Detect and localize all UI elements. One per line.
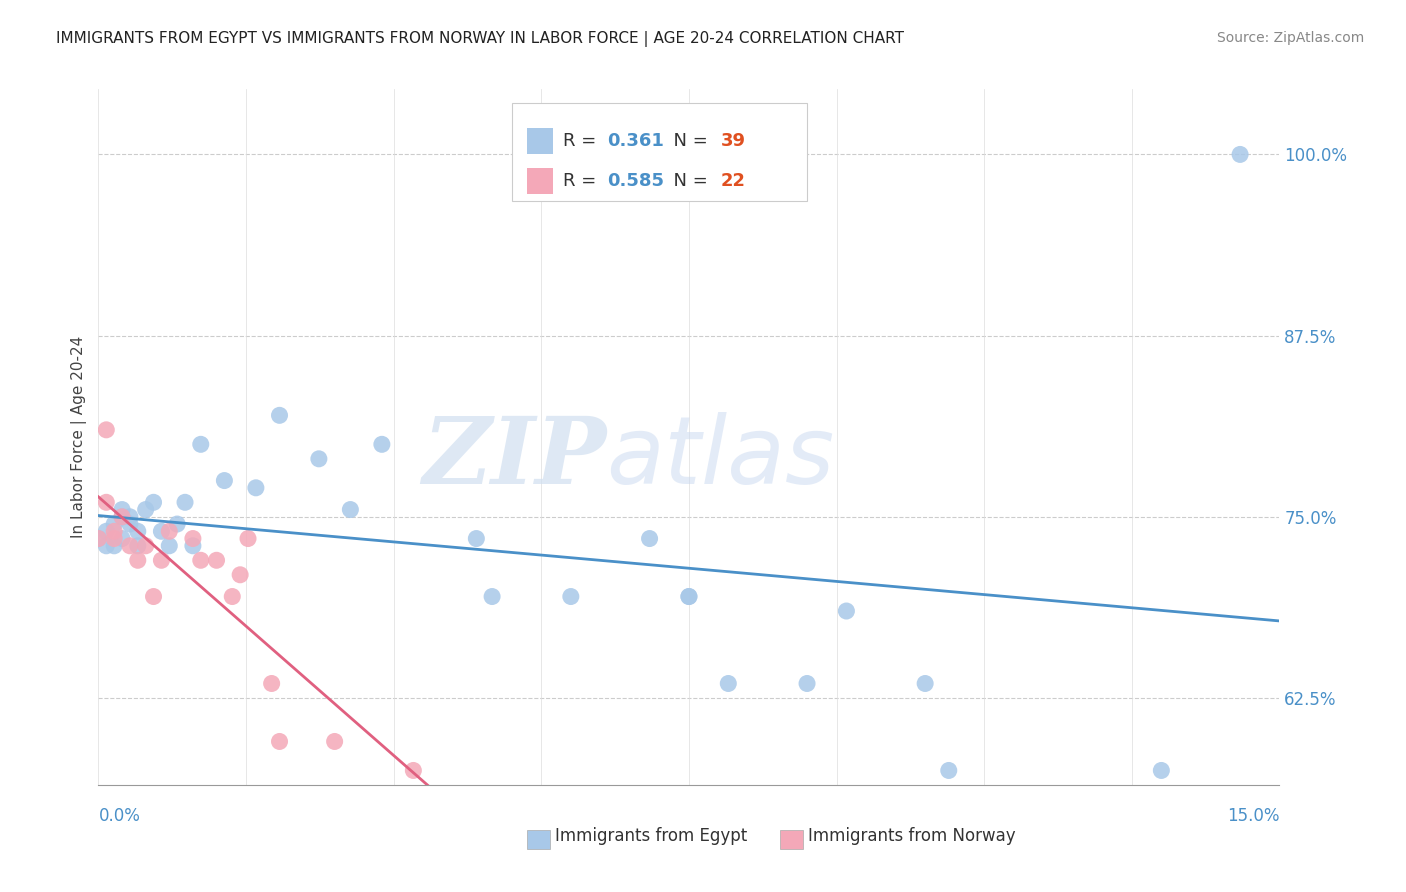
Point: [174, 495, 197, 509]
Point: [111, 532, 134, 546]
Point: [157, 524, 180, 539]
Point: [1229, 147, 1251, 161]
Text: 0.0%: 0.0%: [98, 807, 141, 825]
Point: [221, 590, 243, 604]
Point: [96, 423, 118, 437]
Point: [150, 524, 173, 539]
Point: [245, 481, 267, 495]
Point: [339, 502, 361, 516]
Text: 0.585: 0.585: [607, 172, 665, 190]
Point: [796, 676, 818, 690]
Point: [87, 532, 110, 546]
Point: [260, 676, 283, 690]
Text: atlas: atlas: [606, 412, 835, 503]
Point: [402, 764, 425, 778]
FancyBboxPatch shape: [512, 103, 807, 201]
Point: [371, 437, 394, 451]
Point: [157, 539, 180, 553]
Point: [87, 532, 110, 546]
Text: ZIP: ZIP: [422, 413, 606, 503]
Point: [229, 567, 252, 582]
Point: [835, 604, 858, 618]
Point: [214, 474, 236, 488]
Text: R =: R =: [562, 132, 602, 150]
Point: [190, 437, 212, 451]
Point: [269, 734, 291, 748]
Point: [190, 553, 212, 567]
Point: [103, 524, 125, 539]
Point: [914, 676, 936, 690]
Point: [678, 590, 700, 604]
Point: [118, 539, 141, 553]
Point: [111, 509, 134, 524]
Point: [323, 734, 346, 748]
Point: [96, 524, 118, 539]
Point: [938, 764, 960, 778]
Point: [465, 532, 488, 546]
Y-axis label: In Labor Force | Age 20-24: In Labor Force | Age 20-24: [72, 336, 87, 538]
Point: [142, 495, 165, 509]
Point: [1150, 764, 1173, 778]
Point: [118, 509, 141, 524]
Point: [127, 539, 149, 553]
Bar: [780, 830, 803, 849]
Point: [308, 451, 330, 466]
Point: [142, 590, 165, 604]
Text: N =: N =: [662, 132, 713, 150]
Point: [127, 524, 149, 539]
Point: [103, 539, 125, 553]
Point: [236, 532, 259, 546]
Text: N =: N =: [662, 172, 713, 190]
FancyBboxPatch shape: [527, 128, 553, 154]
Text: 15.0%: 15.0%: [1227, 807, 1279, 825]
Point: [111, 509, 134, 524]
Point: [481, 590, 503, 604]
Point: [135, 539, 157, 553]
Text: 0.361: 0.361: [607, 132, 664, 150]
Point: [638, 532, 661, 546]
Point: [678, 590, 700, 604]
Text: 39: 39: [721, 132, 745, 150]
Text: Immigrants from Egypt: Immigrants from Egypt: [555, 827, 748, 845]
Text: R =: R =: [562, 172, 602, 190]
Text: 22: 22: [721, 172, 745, 190]
FancyBboxPatch shape: [527, 168, 553, 194]
Point: [111, 502, 134, 516]
Point: [205, 553, 228, 567]
Point: [103, 532, 125, 546]
Point: [269, 409, 291, 423]
Bar: [527, 830, 550, 849]
Point: [181, 539, 204, 553]
Point: [127, 553, 149, 567]
Point: [96, 495, 118, 509]
Text: IMMIGRANTS FROM EGYPT VS IMMIGRANTS FROM NORWAY IN LABOR FORCE | AGE 20-24 CORRE: IMMIGRANTS FROM EGYPT VS IMMIGRANTS FROM…: [56, 31, 904, 47]
Point: [135, 502, 157, 516]
Point: [717, 676, 740, 690]
Point: [166, 517, 188, 532]
Text: Immigrants from Norway: Immigrants from Norway: [808, 827, 1017, 845]
Point: [96, 539, 118, 553]
Point: [103, 517, 125, 532]
Text: Source: ZipAtlas.com: Source: ZipAtlas.com: [1216, 31, 1364, 45]
Point: [560, 590, 582, 604]
Point: [150, 553, 173, 567]
Point: [181, 532, 204, 546]
Point: [118, 517, 141, 532]
